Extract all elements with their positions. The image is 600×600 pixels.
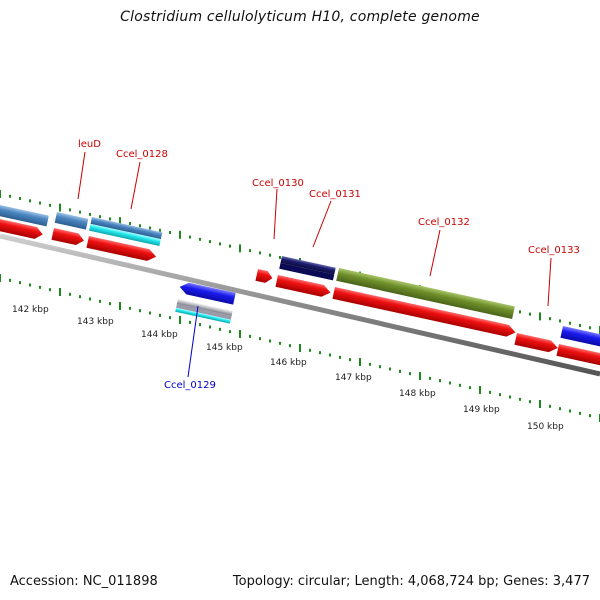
gene-label-ccel-0129: Ccel_0129 (164, 380, 216, 391)
gene-feature-cyan (175, 307, 231, 324)
accession-label: Accession: NC_011898 (10, 574, 158, 589)
forward-strand-features (0, 202, 600, 367)
reverse-strand-features (175, 282, 236, 324)
gene-feature-navy (280, 256, 336, 275)
cds-arrow (255, 269, 273, 283)
gene-feature-steel (54, 212, 89, 230)
gene-labels: leuD Ccel_0128 Ccel_0130 Ccel_0131 Ccel_… (78, 139, 580, 391)
kbp-label: 147 kbp (335, 373, 372, 383)
gene-label-ccel-0133: Ccel_0133 (528, 245, 580, 256)
gene-feature-grey (176, 303, 232, 320)
gene-feature-cyan (89, 223, 161, 247)
label-leaders (77, 151, 552, 378)
kbp-label: 144 kbp (141, 330, 178, 340)
kbp-labels: 142 kbp 143 kbp 144 kbp 145 kbp 146 kbp … (12, 305, 564, 432)
gene-label-ccel-0128: Ccel_0128 (116, 149, 168, 160)
kbp-label: 149 kbp (463, 405, 500, 415)
gene-feature-blue (560, 326, 600, 349)
cds-arrow (0, 216, 43, 239)
kbp-label: 143 kbp (77, 317, 114, 327)
gene-label-leud: leuD (78, 139, 101, 150)
gene-feature-navy (279, 262, 335, 281)
gene-label-ccel-0130: Ccel_0130 (252, 178, 304, 189)
cds-arrow (86, 236, 157, 261)
map-title: Clostridium cellulolyticum H10, complete… (120, 9, 480, 25)
gene-label-ccel-0132: Ccel_0132 (418, 217, 470, 228)
genome-stats-label: Topology: circular; Length: 4,068,724 bp… (232, 574, 590, 589)
inner-tick-ring (0, 274, 600, 422)
kbp-label: 146 kbp (270, 358, 307, 368)
gene-feature-grey (176, 299, 233, 316)
cds-arrow (332, 287, 516, 337)
cds-arrow (51, 228, 84, 246)
kbp-label: 145 kbp (206, 343, 243, 353)
gene-feature-steel (0, 202, 49, 227)
cds-arrow (514, 333, 558, 353)
gene-feature-olive (336, 268, 515, 320)
kbp-label: 142 kbp (12, 305, 49, 315)
kbp-label: 148 kbp (399, 389, 436, 399)
kbp-label: 150 kbp (527, 422, 564, 432)
genome-backbone (0, 233, 600, 377)
gene-feature-steel (90, 217, 163, 240)
cds-arrow-reverse (179, 282, 236, 305)
gene-label-ccel-0131: Ccel_0131 (309, 189, 361, 200)
cds-arrow (275, 275, 331, 297)
